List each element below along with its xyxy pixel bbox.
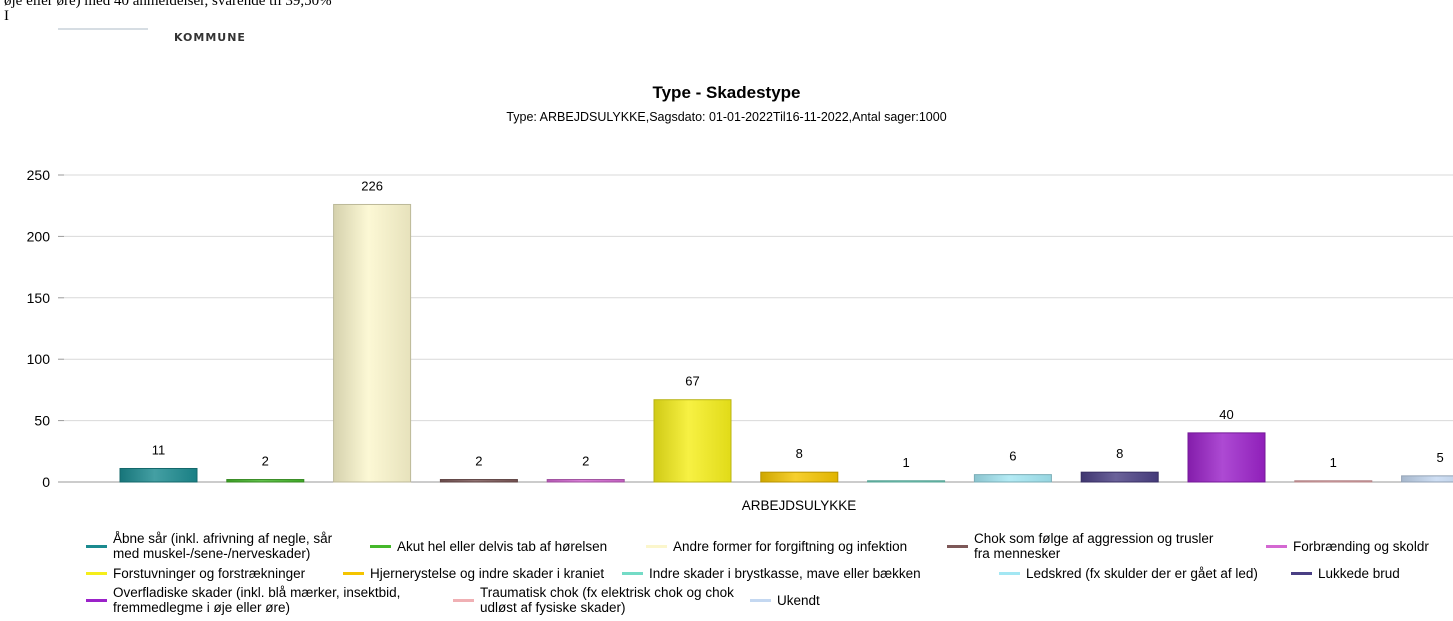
bar-value-label: 1 [1330,455,1337,470]
bar-12 [1294,480,1373,483]
legend-item: Ukendt [750,593,820,608]
legend-item: Hjernerystelse og indre skader i kraniet [343,566,604,581]
y-tick-label: 100 [27,351,51,367]
legend-item: Indre skader i brystkasse, mave eller bæ… [622,566,921,581]
legend-label-line: Lukkede brud [1318,566,1400,581]
legend-label-line: fremmedlegme i øje eller øre) [113,600,291,615]
bar-4 [439,479,518,483]
legend-item: Traumatisk chok (fx elektrisk chok og ch… [453,585,734,615]
legend-swatch [343,572,364,575]
bar-6 [653,399,732,483]
bar-2 [226,479,305,483]
bar-8 [867,480,946,483]
chart-subtitle: Type: ARBEJDSULYKKE,Sagsdato: 01-01-2022… [506,110,947,124]
legend-label: Lukkede brud [1318,566,1400,581]
legend-item: Chok som følge af aggression og trusler f… [947,531,1213,561]
legend-label: Chok som følge af aggression og trusler f… [974,531,1213,561]
y-tick-label: 150 [27,290,51,306]
legend-item: Andre former for forgiftning og infektio… [646,539,907,554]
legend-label-line: Chok som følge af aggression og trusler [974,531,1214,546]
legend-label-line: udløst af fysiske skader) [480,600,626,615]
legend-label: Forbrænding og skoldr [1293,539,1429,554]
bar-value-label: 2 [262,454,269,469]
legend-item: Overfladiske skader (inkl. blå mærker, i… [86,585,400,615]
bar-9 [973,474,1052,483]
legend-label-line: Traumatisk chok (fx elektrisk chok og ch… [480,585,734,600]
legend-label-line: Forstuvninger og forstrækninger [113,566,306,581]
bar-value-label: 226 [361,178,383,193]
legend-label: Åbne sår (inkl. afrivning af negle, sår m… [113,531,332,561]
legend-item: Forstuvninger og forstrækninger [86,566,305,581]
top-text-snippet: øje eller øre) med 40 anmeldelser, svare… [4,0,332,9]
legend-label-line: med muskel-/sene-/nerveskader) [113,546,311,561]
bar-value-label: 67 [685,374,699,389]
legend-label: Andre former for forgiftning og infektio… [673,539,907,554]
legend-label: Overfladiske skader (inkl. blå mærker, i… [113,585,400,615]
bar-value-label: 2 [475,454,482,469]
legend-swatch [1291,572,1312,575]
legend-label: Ukendt [777,593,820,608]
legend-label: Indre skader i brystkasse, mave eller bæ… [649,566,921,581]
chart-title: Type - Skadestype [652,83,801,102]
bar-3 [333,203,412,483]
x-category-label: ARBEJDSULYKKE [742,498,857,513]
legend-label: Ledskred (fx skulder der er gået af led) [1026,566,1258,581]
legend-item: Ledskred (fx skulder der er gået af led) [999,566,1258,581]
legend-label-line: Åbne sår (inkl. afrivning af negle, sår [113,531,333,546]
legend-swatch [370,545,391,548]
legend-label: Akut hel eller delvis tab af hørelsen [397,539,607,554]
legend-label-line: Indre skader i brystkasse, mave eller bæ… [649,566,921,581]
bar-5 [546,479,625,483]
legend-swatch [646,545,667,548]
bar-value-label: 1 [902,455,909,470]
legend-label-line: Hjernerystelse og indre skader i kraniet [370,566,605,581]
legend-label-line: Overfladiske skader (inkl. blå mærker, i… [113,585,401,600]
legend-label: Traumatisk chok (fx elektrisk chok og ch… [480,585,734,615]
y-tick-label: 50 [34,413,50,429]
bar-value-label: 8 [796,446,803,461]
bar-value-label: 11 [152,442,166,457]
legend-swatch [86,572,107,575]
bar-13 [1401,475,1453,483]
y-tick-label: 200 [27,228,51,244]
legend-label-line: Andre former for forgiftning og infektio… [673,539,908,554]
bar-value-label: 40 [1219,407,1233,422]
legend-swatch [999,572,1020,575]
legend-label-line: Akut hel eller delvis tab af hørelsen [397,539,608,554]
legend-item: Forbrænding og skoldr [1266,539,1429,554]
municipality-logo: KOMMUNE [40,26,260,50]
legend-swatch [947,544,968,548]
legend-item: Åbne sår (inkl. afrivning af negle, sår m… [86,531,332,561]
legend-swatch [86,598,107,602]
legend-swatch [622,572,643,575]
logo-graphic [58,28,148,30]
legend-swatch [750,599,771,602]
legend-item: Lukkede brud [1291,566,1400,581]
legend-label-line: fra mennesker [974,546,1061,561]
bar-value-label: 5 [1436,450,1443,465]
y-tick-label: 0 [42,474,50,490]
legend-swatch [1266,545,1287,548]
bar-value-label: 6 [1009,449,1016,464]
bar-value-label: 8 [1116,446,1123,461]
legend-label: Forstuvninger og forstrækninger [113,566,305,581]
legend-label-line: Ledskred (fx skulder der er gået af led) [1026,566,1258,581]
bar-7 [760,471,839,483]
text-caret: I [4,8,9,24]
bar-10 [1080,471,1159,483]
legend-label: Hjernerystelse og indre skader i kraniet [370,566,604,581]
bar-1 [119,467,198,483]
y-tick-label: 250 [27,167,51,183]
bar-11 [1187,432,1266,483]
legend-label-line: Ukendt [777,593,820,608]
legend-label-line: Forbrænding og skoldr [1293,539,1429,554]
bar-value-label: 2 [582,454,589,469]
legend-item: Akut hel eller delvis tab af hørelsen [370,539,607,554]
legend-swatch [453,598,474,602]
logo-text: KOMMUNE [174,31,246,44]
legend-swatch [86,544,107,548]
